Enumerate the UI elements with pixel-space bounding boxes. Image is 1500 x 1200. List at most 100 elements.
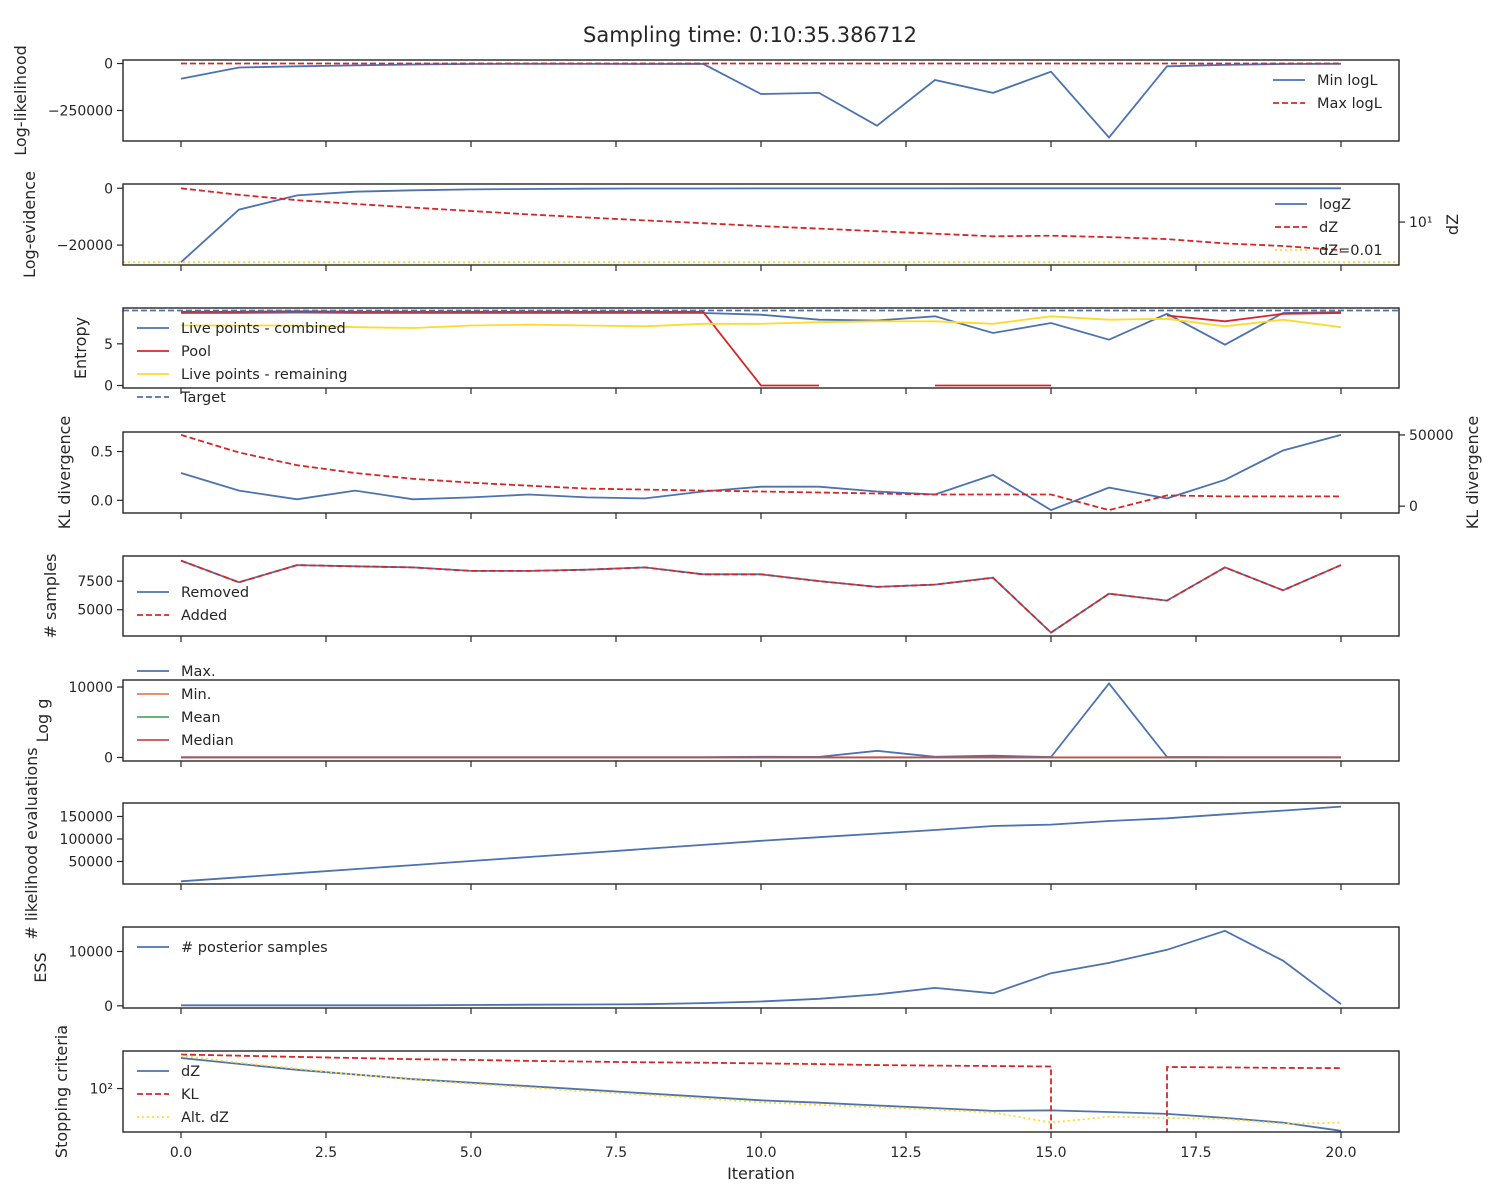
legend-label: KL — [181, 1087, 199, 1103]
series-line-1 — [180, 1057, 1342, 1132]
y-axis-label: ESS — [31, 952, 50, 982]
y-axis-label: Entropy — [71, 317, 90, 379]
series-group — [123, 187, 1399, 264]
series-group — [123, 309, 1399, 387]
legend-label: dZ — [1319, 220, 1338, 236]
y-tick-label: 10000 — [68, 680, 113, 696]
legend: Min logL Max logL — [1273, 73, 1382, 112]
legend-label: Alt. dZ — [181, 1110, 229, 1126]
x-tick-label: 12.5 — [890, 1145, 921, 1161]
legend-label: dZ — [181, 1064, 200, 1080]
axes-frame — [122, 183, 1400, 266]
y-axis-label: Log g — [33, 699, 52, 743]
y-tick-label: 0.5 — [91, 445, 113, 461]
y-tick-label: 150000 — [60, 810, 113, 826]
x-tick-label: 7.5 — [605, 1145, 627, 1161]
y-tick-label: 10² — [90, 1082, 113, 1098]
y-tick-label: −250000 — [48, 103, 113, 119]
legend-label: Max. — [181, 664, 216, 680]
legend-label: Removed — [181, 585, 249, 601]
legend-label: Mean — [181, 710, 221, 726]
y-axis-label: Log-likelihood — [11, 45, 30, 156]
panel-5: 7500 5000 # samples Removed Added — [41, 554, 1400, 642]
legend: logZ dZ dZ=0.01 — [1275, 197, 1383, 259]
y-tick-label: 0 — [104, 57, 113, 73]
panels: 0 −250000 Log-likelihood Min logL Max logL 0 −… — [11, 45, 1482, 1161]
legend-label: Min. — [181, 687, 211, 703]
series-line-1 — [181, 682, 1341, 758]
panel-3: 0 5 Entropy Live points - combinedPoolLive … — [71, 307, 1400, 406]
y-tick-label: 0 — [104, 999, 113, 1015]
legend-label: Max logL — [1317, 96, 1382, 112]
series-line-2 — [180, 1053, 1342, 1132]
panel-9: 0.0 2.5 5.0 7.5 10.0 12.5 15.0 17.5 20.0 10² Stopp… — [52, 1025, 1400, 1161]
series-line-3 — [180, 1054, 1342, 1125]
series-line-1 — [180, 62, 1342, 139]
legend: Max. Min. Mean Median — [137, 664, 234, 749]
legend: Live points - combined Pool Live points - … — [137, 321, 347, 406]
panel-8: 10000 0 ESS # posterior samples — [31, 926, 1400, 1015]
y-tick-label: 0.0 — [91, 493, 113, 509]
axes-frame — [122, 555, 1400, 637]
y-right-tick-label: 50000 — [1409, 428, 1454, 444]
series-line-1 — [181, 929, 1342, 1007]
panel-7: 150000 100000 50000 # likelihood evaluation… — [22, 747, 1400, 940]
y-tick-label: 0 — [104, 379, 113, 395]
axes-frame — [122, 59, 1400, 142]
y-axis-label: KL divergence — [55, 416, 74, 529]
x-tick-label: 10.0 — [745, 1145, 776, 1161]
legend: # posterior samples — [137, 940, 328, 956]
legend-label: # posterior samples — [181, 940, 328, 956]
legend-label: dZ=0.01 — [1319, 243, 1383, 259]
legend-label: Live points - combined — [181, 321, 346, 337]
series-line-1 — [181, 311, 1342, 346]
legend-label: Target — [180, 390, 226, 406]
y-axis-label-right: KL divergence — [1463, 416, 1482, 529]
y-tick-label: 10000 — [68, 944, 113, 960]
series-group — [180, 62, 1342, 139]
axes-frame — [122, 679, 1400, 762]
y-axis-label-right: dZ — [1443, 214, 1462, 235]
series-group — [181, 682, 1341, 759]
x-tick-label: 2.5 — [315, 1145, 337, 1161]
series-line-2 — [181, 310, 1342, 387]
panel-1: 0 −250000 Log-likelihood Min logL Max logL — [11, 45, 1400, 156]
y-tick-label: −20000 — [57, 238, 113, 254]
panel-6: 10000 0 Log g Max. Min. Mean Median — [33, 664, 1400, 767]
series-line-2 — [180, 434, 1341, 512]
series-line-1 — [180, 559, 1342, 634]
y-tick-label: 5000 — [77, 603, 113, 619]
x-tick-label: 17.5 — [1180, 1145, 1211, 1161]
x-axis-label: Iteration — [727, 1164, 795, 1183]
panel-4: 0.5 0.0 50000 0 KL divergence KL divergence — [55, 416, 1482, 529]
panel-2: 0 −20000 10¹ Log-evidence dZ logZ dZ dZ=0.01 — [20, 171, 1462, 278]
y-tick-label: 5 — [104, 337, 113, 353]
legend-label: Min logL — [1317, 73, 1378, 89]
series-line-1 — [180, 805, 1342, 883]
y-tick-label: 0 — [104, 750, 113, 766]
x-tick-label: 15.0 — [1035, 1145, 1066, 1161]
legend-label: Added — [181, 608, 227, 624]
legend-label: logZ — [1319, 197, 1351, 213]
y-tick-label: 7500 — [77, 574, 113, 590]
x-tick-label: 5.0 — [460, 1145, 482, 1161]
series-group — [180, 434, 1342, 512]
y-tick-label: 0 — [104, 181, 113, 197]
chart-title: Sampling time: 0:10:35.386712 — [583, 23, 917, 47]
series-group — [180, 1053, 1342, 1132]
legend-label: Live points - remaining — [181, 367, 347, 383]
y-axis-label: # samples — [41, 554, 60, 639]
x-tick-label: 20.0 — [1325, 1145, 1356, 1161]
y-axis-label: # likelihood evaluations — [22, 747, 41, 939]
y-right-tick-label: 10¹ — [1409, 215, 1432, 231]
axes-frame — [122, 431, 1400, 514]
x-tick-label: 0.0 — [170, 1145, 192, 1161]
legend: dZ KL Alt. dZ — [137, 1064, 229, 1126]
legend-label: Median — [181, 733, 234, 749]
y-tick-label: 50000 — [68, 855, 113, 871]
series-line-1 — [180, 187, 1341, 263]
legend: Removed Added — [137, 585, 249, 624]
series-line-3 — [181, 315, 1342, 329]
series-line-1 — [180, 434, 1342, 512]
